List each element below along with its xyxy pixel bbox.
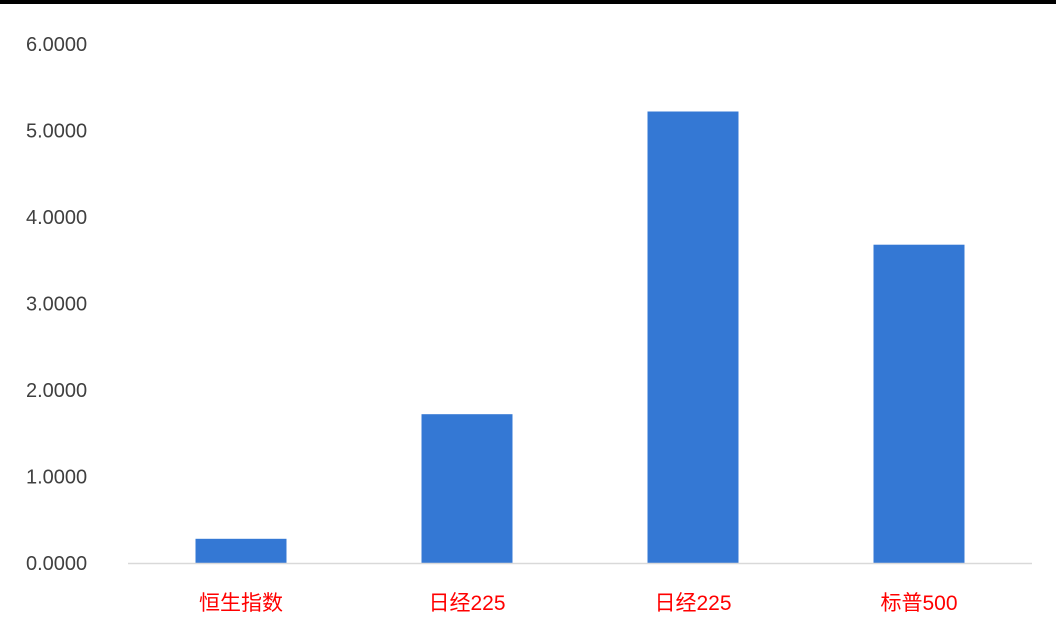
y-tick-label: 4.0000 — [26, 207, 87, 229]
y-tick-label: 2.0000 — [26, 380, 87, 402]
x-tick-label: 日经225 — [654, 592, 731, 615]
y-tick-label: 0.0000 — [26, 553, 87, 575]
bar — [873, 244, 965, 563]
bar — [195, 538, 287, 563]
x-tick-label: 恒生指数 — [199, 592, 283, 615]
bar — [647, 111, 739, 563]
y-tick-label: 1.0000 — [26, 467, 87, 489]
x-tick-label: 日经225 — [428, 592, 505, 615]
y-tick-label: 6.0000 — [26, 34, 87, 56]
top-border-line — [0, 0, 1056, 4]
y-tick-label: 5.0000 — [26, 121, 87, 143]
bar — [421, 414, 513, 563]
x-axis-labels: 恒生指数 日经225 日经225 标普500 — [199, 592, 958, 615]
x-tick-label: 标普500 — [880, 592, 957, 615]
y-axis-labels: 0.0000 1.0000 2.0000 3.0000 4.0000 5.0000 6.00… — [26, 34, 87, 575]
bars — [195, 111, 965, 563]
y-tick-label: 3.0000 — [26, 294, 87, 316]
